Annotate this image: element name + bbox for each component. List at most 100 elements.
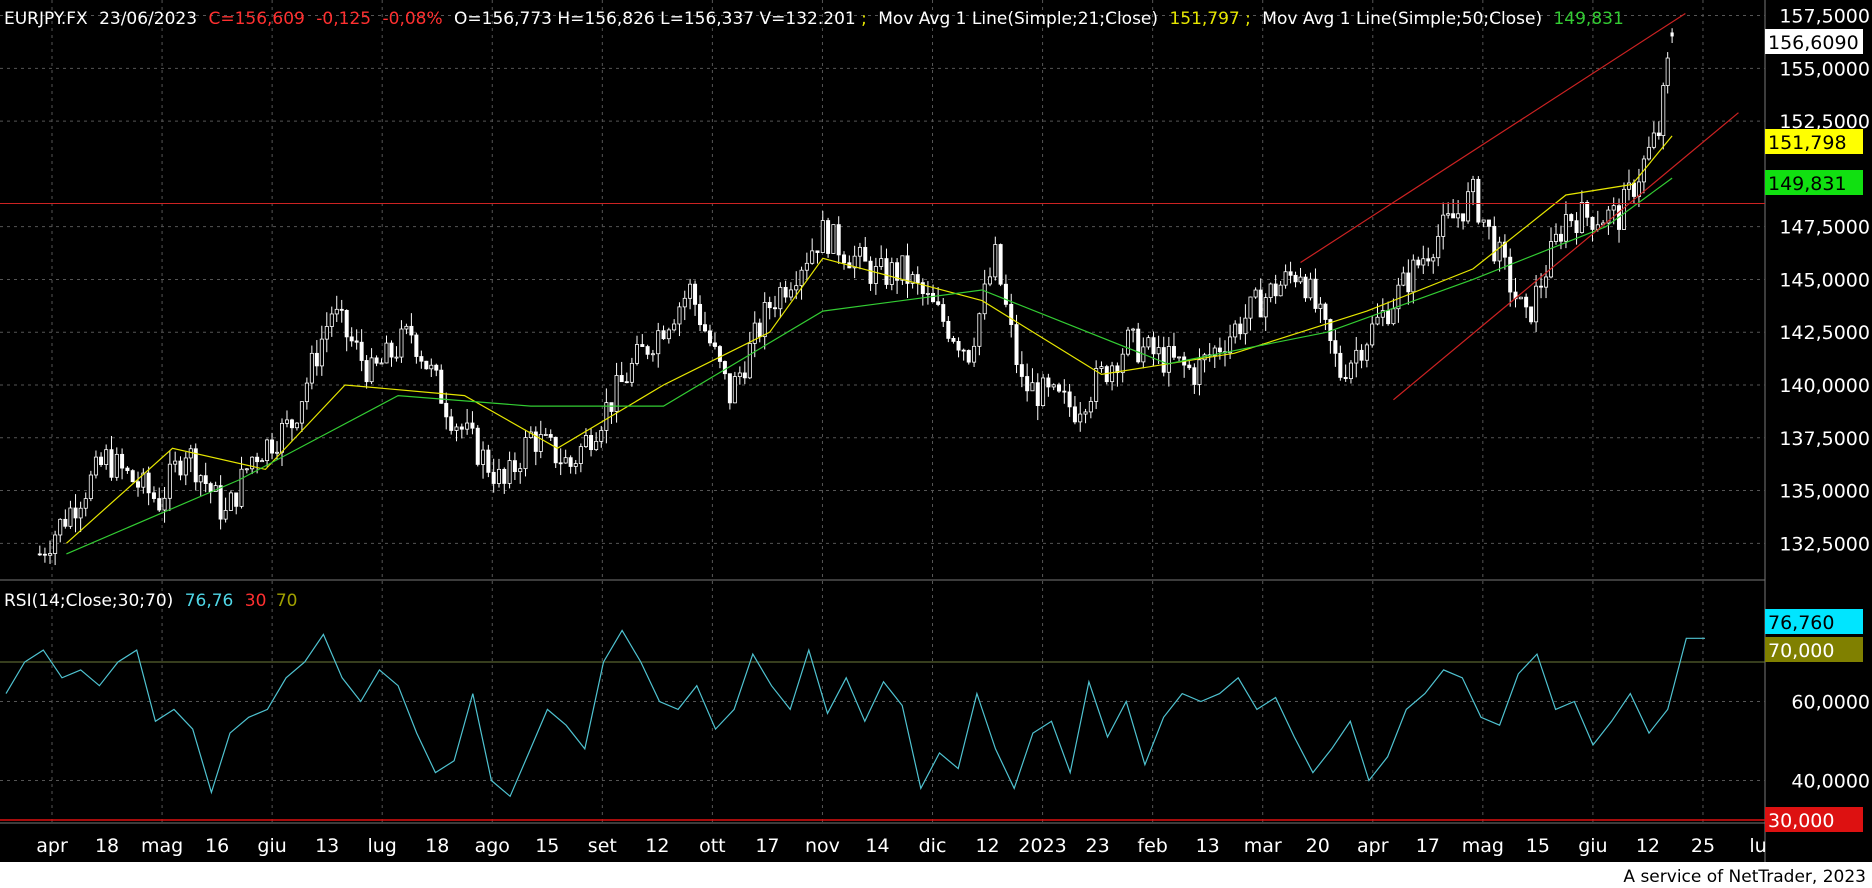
- time-tick-label: ott: [699, 835, 726, 857]
- candle-body: [583, 435, 588, 448]
- candle-body: [88, 474, 93, 500]
- candle-body: [1558, 233, 1563, 242]
- candle-body: [502, 468, 507, 484]
- rsi-tick-label: 40,0000: [1791, 771, 1870, 793]
- candle-body: [594, 440, 599, 451]
- candle-body: [1003, 283, 1008, 305]
- time-tick-label: feb: [1137, 835, 1167, 857]
- candle-body: [208, 483, 213, 492]
- price-tick-label: 142,5000: [1779, 322, 1870, 344]
- candle-body: [1585, 201, 1590, 218]
- rsi-line: [5, 629, 1705, 798]
- candle-body: [568, 457, 573, 467]
- candle-body: [389, 342, 394, 358]
- candle-body: [977, 313, 982, 347]
- price-tick-label: 157,5000: [1779, 6, 1870, 28]
- candle-body: [1534, 285, 1539, 323]
- candle-body: [1661, 85, 1666, 137]
- candle-body: [1386, 310, 1391, 325]
- candle-body: [619, 375, 624, 383]
- candle-body: [125, 467, 130, 472]
- candle-body: [1539, 285, 1544, 288]
- time-tick-label: 12: [645, 835, 669, 857]
- time-tick-label: giu: [257, 835, 286, 857]
- footer-credit: A service of NetTrader, 2023: [1623, 867, 1866, 887]
- rsi-header-low: 30: [245, 591, 267, 611]
- candle-body: [788, 289, 793, 298]
- candle-body: [1436, 235, 1441, 259]
- header-ma50-label: Mov Avg 1 Line(Simple;50;Close): [1262, 9, 1542, 29]
- candle-body: [1518, 296, 1523, 300]
- candle-body: [1590, 216, 1595, 230]
- candle-body: [842, 254, 847, 264]
- candle-body: [688, 283, 693, 299]
- candle-body: [1283, 271, 1288, 286]
- ma50-line: [66, 177, 1673, 555]
- candle-body: [614, 375, 619, 412]
- last-price-box: 156,6090: [1765, 29, 1863, 54]
- candle-body: [707, 330, 712, 344]
- time-tick-label: 16: [205, 835, 229, 857]
- time-tick-label: nov: [805, 835, 840, 857]
- candle-body: [762, 302, 767, 338]
- candle-body: [951, 338, 956, 342]
- candle-body: [1354, 349, 1359, 364]
- candle-body: [1656, 132, 1661, 137]
- candle-body: [1421, 258, 1426, 266]
- candle-body: [1364, 344, 1369, 361]
- candle-body: [543, 434, 548, 436]
- candle-body: [146, 472, 151, 494]
- candle-body: [1151, 337, 1156, 355]
- candle-body: [1416, 259, 1421, 266]
- candle-body: [449, 416, 454, 431]
- candle-body: [73, 507, 78, 519]
- candle-body: [1094, 368, 1099, 402]
- candle-body: [228, 492, 233, 511]
- candle-body: [941, 304, 946, 322]
- time-tick-label: apr: [1357, 835, 1389, 857]
- candle-body: [136, 481, 141, 488]
- candle-body: [778, 286, 783, 310]
- candle-body: [1544, 276, 1549, 288]
- grid: [0, 0, 1765, 822]
- candle-body: [58, 518, 63, 536]
- plot-area[interactable]: [0, 0, 1768, 862]
- candle-body: [1456, 213, 1461, 219]
- candle-body: [409, 325, 414, 336]
- candle-body: [868, 260, 873, 284]
- candle-body: [1177, 356, 1182, 359]
- candle-body: [1110, 365, 1115, 383]
- candle-body: [589, 435, 594, 451]
- candle-body: [578, 446, 583, 464]
- candle-body: [1228, 336, 1233, 354]
- candle-body: [218, 485, 223, 520]
- header-close: C=156,609: [208, 9, 304, 29]
- candle-body: [1253, 289, 1258, 298]
- candle-body: [1263, 297, 1268, 318]
- time-tick-label: giu: [1578, 835, 1607, 857]
- svg-text:76,760: 76,760: [1768, 612, 1834, 634]
- candle-body: [183, 457, 188, 476]
- candle-body: [703, 324, 708, 332]
- time-tick-label: 13: [315, 835, 339, 857]
- time-tick-label: 2023: [1018, 835, 1066, 857]
- candle-body: [193, 448, 198, 483]
- candle-body: [491, 471, 496, 484]
- candle-body: [732, 376, 737, 404]
- candle-body: [162, 497, 167, 511]
- candle-body: [344, 309, 349, 338]
- candle-body: [873, 266, 878, 284]
- candle-body: [629, 362, 634, 383]
- candle-body: [1212, 347, 1217, 356]
- candle-body: [717, 346, 722, 362]
- ma50-value-box: 149,831: [1765, 170, 1863, 195]
- candle-body: [1466, 191, 1471, 222]
- candle-body: [173, 460, 178, 465]
- candle-body: [1288, 271, 1293, 276]
- candle-body: [349, 336, 354, 342]
- candle-body: [966, 350, 971, 363]
- candle-body: [1343, 377, 1348, 380]
- candle-body: [203, 475, 208, 484]
- candle-body: [1171, 346, 1176, 358]
